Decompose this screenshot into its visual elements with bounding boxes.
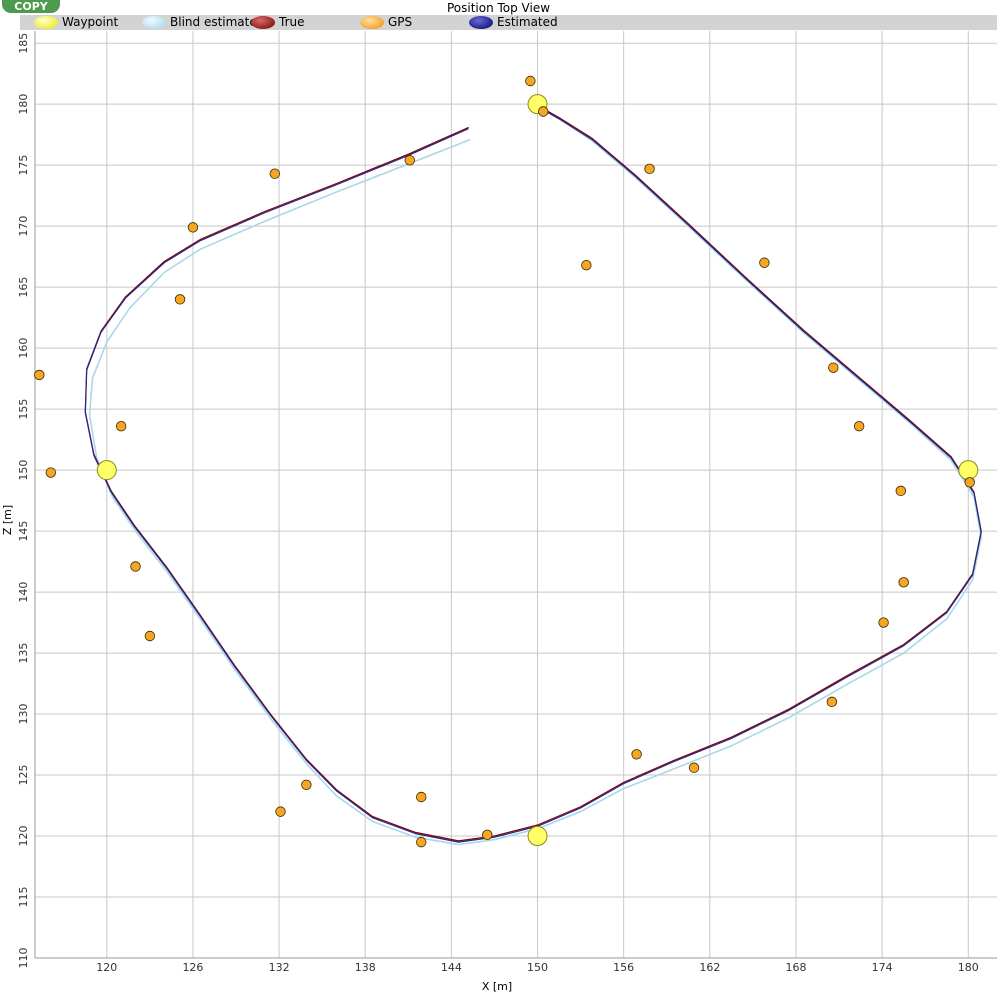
y-tick-label: 170 (17, 216, 30, 237)
gps-point (301, 779, 312, 790)
gps-point (482, 829, 493, 841)
gps-point (416, 791, 427, 803)
legend-label: GPS (388, 15, 413, 29)
gps-point (269, 168, 280, 179)
y-axis-label: Z [m] (1, 505, 14, 535)
marker-points (34, 75, 979, 848)
x-tick-label: 174 (872, 961, 893, 974)
plot-frame (34, 31, 997, 959)
x-tick-label: 120 (96, 961, 117, 974)
y-tick-label: 115 (17, 887, 30, 908)
x-tick-label: 162 (699, 961, 720, 974)
waypoint-point (527, 826, 548, 847)
y-axis-ticks: 110 115 120 125 130 135 140 145 150 155 160 165 170 1… (17, 33, 30, 969)
gps-point (45, 467, 56, 478)
chart-title: Position Top View (446, 1, 551, 15)
y-tick-label: 145 (17, 521, 30, 542)
gps-point (275, 806, 286, 817)
y-tick-label: 155 (17, 399, 30, 420)
gps-point (187, 222, 199, 233)
legend-swatch-estimated (469, 16, 493, 29)
gps-point (538, 106, 549, 117)
legend-label: True (279, 15, 305, 29)
y-tick-label: 165 (17, 277, 30, 298)
copy-button[interactable]: COPY (2, 0, 60, 13)
gps-point (688, 762, 700, 773)
gps-point (878, 617, 889, 628)
y-tick-label: 120 (17, 826, 30, 847)
gps-point (174, 294, 186, 305)
gps-point (895, 485, 907, 497)
gps-point (115, 420, 127, 432)
trajectory-lines (84, 107, 982, 846)
gps-point (130, 561, 141, 572)
legend-label: Estimated (497, 15, 558, 29)
legend-label: Blind estimated (170, 15, 265, 29)
legend: Waypoint Blind estimated True GPS Estima… (20, 15, 997, 30)
y-tick-label: 135 (17, 643, 30, 664)
gps-point (525, 75, 536, 87)
y-tick-label: 140 (17, 582, 30, 603)
true-line (84, 107, 982, 842)
gps-point (34, 369, 45, 381)
gps-point (644, 163, 655, 175)
x-tick-label: 168 (785, 961, 806, 974)
y-tick-label: 185 (17, 33, 30, 54)
gps-point (828, 362, 839, 373)
gps-point (853, 420, 865, 432)
x-tick-label: 180 (958, 961, 979, 974)
gps-point (631, 749, 642, 760)
legend-swatch-waypoint (34, 16, 58, 29)
gps-point (404, 155, 415, 166)
gps-point (416, 836, 427, 848)
x-tick-label: 156 (613, 961, 634, 974)
gps-point (964, 477, 975, 488)
y-tick-label: 160 (17, 338, 30, 359)
legend-label: Waypoint (62, 15, 119, 29)
estimated-line (84, 108, 982, 843)
legend-swatch-blind-estimated (142, 16, 166, 29)
gps-point (826, 696, 838, 708)
x-axis-label: X [m] (482, 980, 512, 993)
grid-lines (35, 31, 997, 959)
x-tick-label: 144 (441, 961, 462, 974)
x-tick-label: 138 (355, 961, 376, 974)
y-tick-label: 150 (17, 460, 30, 481)
waypoint-point (958, 460, 979, 481)
x-tick-label: 150 (527, 961, 548, 974)
x-axis-ticks: 120 126 132 138 144 150 156 162 168 174 180 (96, 961, 978, 974)
y-tick-label: 110 (17, 948, 30, 969)
y-tick-label: 130 (17, 704, 30, 725)
y-tick-label: 175 (17, 155, 30, 176)
y-tick-label: 180 (17, 94, 30, 115)
y-tick-label: 125 (17, 765, 30, 786)
gps-point (898, 577, 909, 588)
gps-point (144, 630, 156, 642)
legend-swatch-true (251, 16, 275, 29)
x-tick-label: 126 (182, 961, 203, 974)
gps-point (759, 257, 770, 268)
blind-estimated-line (88, 108, 982, 846)
x-tick-label: 132 (269, 961, 290, 974)
gps-point (581, 259, 592, 271)
legend-swatch-gps (360, 16, 384, 29)
waypoint-point (96, 460, 117, 481)
